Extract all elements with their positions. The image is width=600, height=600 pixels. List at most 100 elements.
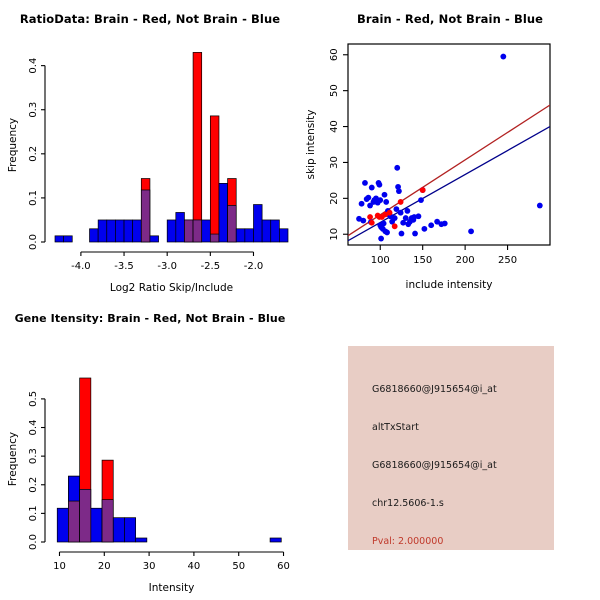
histogram-bar-notbrain: [209, 233, 220, 243]
intensity-scatter-svg: 10 20 30 40 50 60 skip intensity 100 150 200 250 in…: [305, 43, 551, 291]
scatter-point: [500, 53, 507, 60]
histogram-bar-notbrain: [115, 219, 125, 243]
intensity-scatter-panel: Brain - Red, Not Brain - Blue 10 20 30 40 50…: [300, 0, 600, 300]
y-axis-tick-label: 30: [329, 156, 340, 169]
regression-line: [348, 104, 550, 237]
histogram-bar-notbrain: [97, 219, 108, 243]
scatter-point: [368, 184, 375, 191]
y-axis-tick-label: 0.2: [28, 146, 39, 162]
histogram-bar-notbrain: [123, 219, 134, 243]
histogram-bar-notbrain: [253, 204, 263, 243]
histogram-bar-notbrain: [54, 235, 64, 243]
histogram-bar-notbrain: [184, 219, 194, 243]
y-axis-tick-label: 0.0: [28, 234, 39, 250]
plot-frame: [347, 43, 551, 246]
histogram-bar-notbrain: [269, 537, 282, 543]
ratio-plot-title: RatioData: Brain - Red, Not Brain - Blue: [19, 12, 281, 26]
histogram-bar-notbrain: [101, 499, 114, 543]
histogram-bar-notbrain: [140, 189, 151, 243]
scatter-point: [378, 235, 385, 242]
scatter-point: [362, 180, 368, 186]
scatter-point: [402, 215, 409, 221]
scatter-point: [434, 218, 441, 225]
gene-info-panel: G6818660@J915654@i_at altTxStart G681866…: [300, 300, 600, 600]
scatter-point: [367, 214, 373, 220]
scatter-point: [536, 202, 543, 209]
scatter-point: [397, 209, 404, 216]
scatter-point: [377, 197, 384, 204]
ratio-histogram-panel: RatioData: Brain - Red, Not Brain - Blue…: [0, 0, 300, 300]
histogram-bar-brain: [209, 115, 220, 243]
x-axis-tick-label: 60: [277, 561, 290, 572]
y-axis-tick-label: 10: [329, 228, 340, 241]
scatter-point: [391, 223, 398, 230]
scatter-point: [381, 191, 388, 198]
scatter-point: [380, 220, 387, 227]
x-axis-tick-label: 100: [371, 255, 390, 266]
y-axis-tick-label: 40: [329, 120, 340, 133]
histogram-bar-notbrain: [149, 235, 159, 243]
histogram-bar-notbrain: [63, 235, 73, 243]
x-axis-title: Intensity: [149, 582, 195, 594]
x-axis-tick-label: 50: [232, 561, 245, 572]
scatter-point: [428, 222, 435, 229]
scatter-point: [383, 199, 390, 205]
x-axis-tick-label: -3.0: [157, 261, 177, 272]
info-pval: Pval: 2.000000: [372, 536, 444, 547]
scatter-point: [412, 230, 418, 237]
x-axis-tick-label: 40: [188, 561, 201, 572]
histogram-bar-notbrain: [227, 205, 237, 243]
gene-intensity-svg: 0.0 0.1 0.2 0.3 0.4 0.5 Frequency 10 20 30 40 50 60 I…: [7, 377, 290, 594]
scatter-point: [394, 164, 401, 171]
histogram-bar-notbrain: [112, 517, 125, 543]
y-axis-tick-label: 20: [329, 192, 340, 205]
scatter-point: [404, 208, 411, 214]
scatter-point: [418, 197, 424, 204]
histogram-bar-notbrain: [90, 507, 103, 543]
scatter-point: [468, 228, 474, 235]
histogram-bar-notbrain: [279, 228, 289, 243]
scatter-point: [376, 181, 383, 188]
histogram-bar-notbrain: [244, 228, 254, 243]
scatter-point: [415, 213, 422, 220]
x-axis-tick-label: -2.0: [244, 261, 264, 272]
scatter-point: [397, 199, 404, 205]
info-probeset-id-2: G6818660@J915654@i_at: [372, 460, 497, 471]
histogram-bar-notbrain: [192, 219, 203, 243]
histogram-bar-notbrain: [201, 219, 211, 243]
scatter-point: [391, 215, 398, 221]
ratio-histogram-svg: 0.0 0.1 0.2 0.3 0.4 Frequency -4.0 -3.5 -3.0 -2.5…: [7, 52, 289, 294]
scatter-point: [393, 206, 400, 213]
x-axis-tick-label: 200: [456, 255, 475, 266]
histogram-bar-notbrain-top: [68, 475, 80, 502]
y-axis-tick-label: 0.1: [28, 505, 39, 521]
y-axis-tick-label: 60: [329, 48, 340, 61]
scatter-point: [365, 194, 372, 201]
info-probeset-id: G6818660@J915654@i_at: [372, 384, 497, 395]
scatter-point: [368, 219, 375, 226]
histogram-bar-notbrain: [106, 219, 116, 243]
histogram-bar-notbrain: [261, 219, 272, 243]
histogram-bar-notbrain: [124, 517, 137, 543]
histogram-bar-notbrain: [79, 488, 92, 543]
scatter-content: [348, 53, 550, 242]
histogram-bar-notbrain: [235, 228, 246, 243]
scatter-point: [396, 188, 402, 195]
histogram-bar-notbrain: [175, 212, 185, 243]
scatter-point: [419, 187, 426, 193]
scatter-point: [421, 225, 428, 232]
histogram-bar-notbrain: [166, 219, 177, 243]
info-genomic-location: chr12.5606-1.s: [372, 498, 444, 509]
scatter-point: [360, 217, 367, 224]
histogram-bar-notbrain: [218, 183, 228, 243]
y-axis-tick-label: 0.0: [28, 534, 39, 550]
scatter-point: [358, 200, 365, 207]
gene-intensity-panel: Gene Itensity: Brain - Red, Not Brain - …: [0, 300, 300, 600]
histogram-bar-notbrain: [56, 507, 69, 543]
x-axis-tick-label: -2.5: [201, 261, 221, 272]
gene-plot-title: Gene Itensity: Brain - Red, Not Brain - …: [14, 312, 286, 325]
x-axis-tick-label: 250: [498, 255, 517, 266]
x-axis-tick-label: -3.5: [114, 261, 134, 272]
y-axis-tick-label: 0.4: [28, 420, 39, 436]
x-axis-tick-label: 150: [413, 255, 432, 266]
